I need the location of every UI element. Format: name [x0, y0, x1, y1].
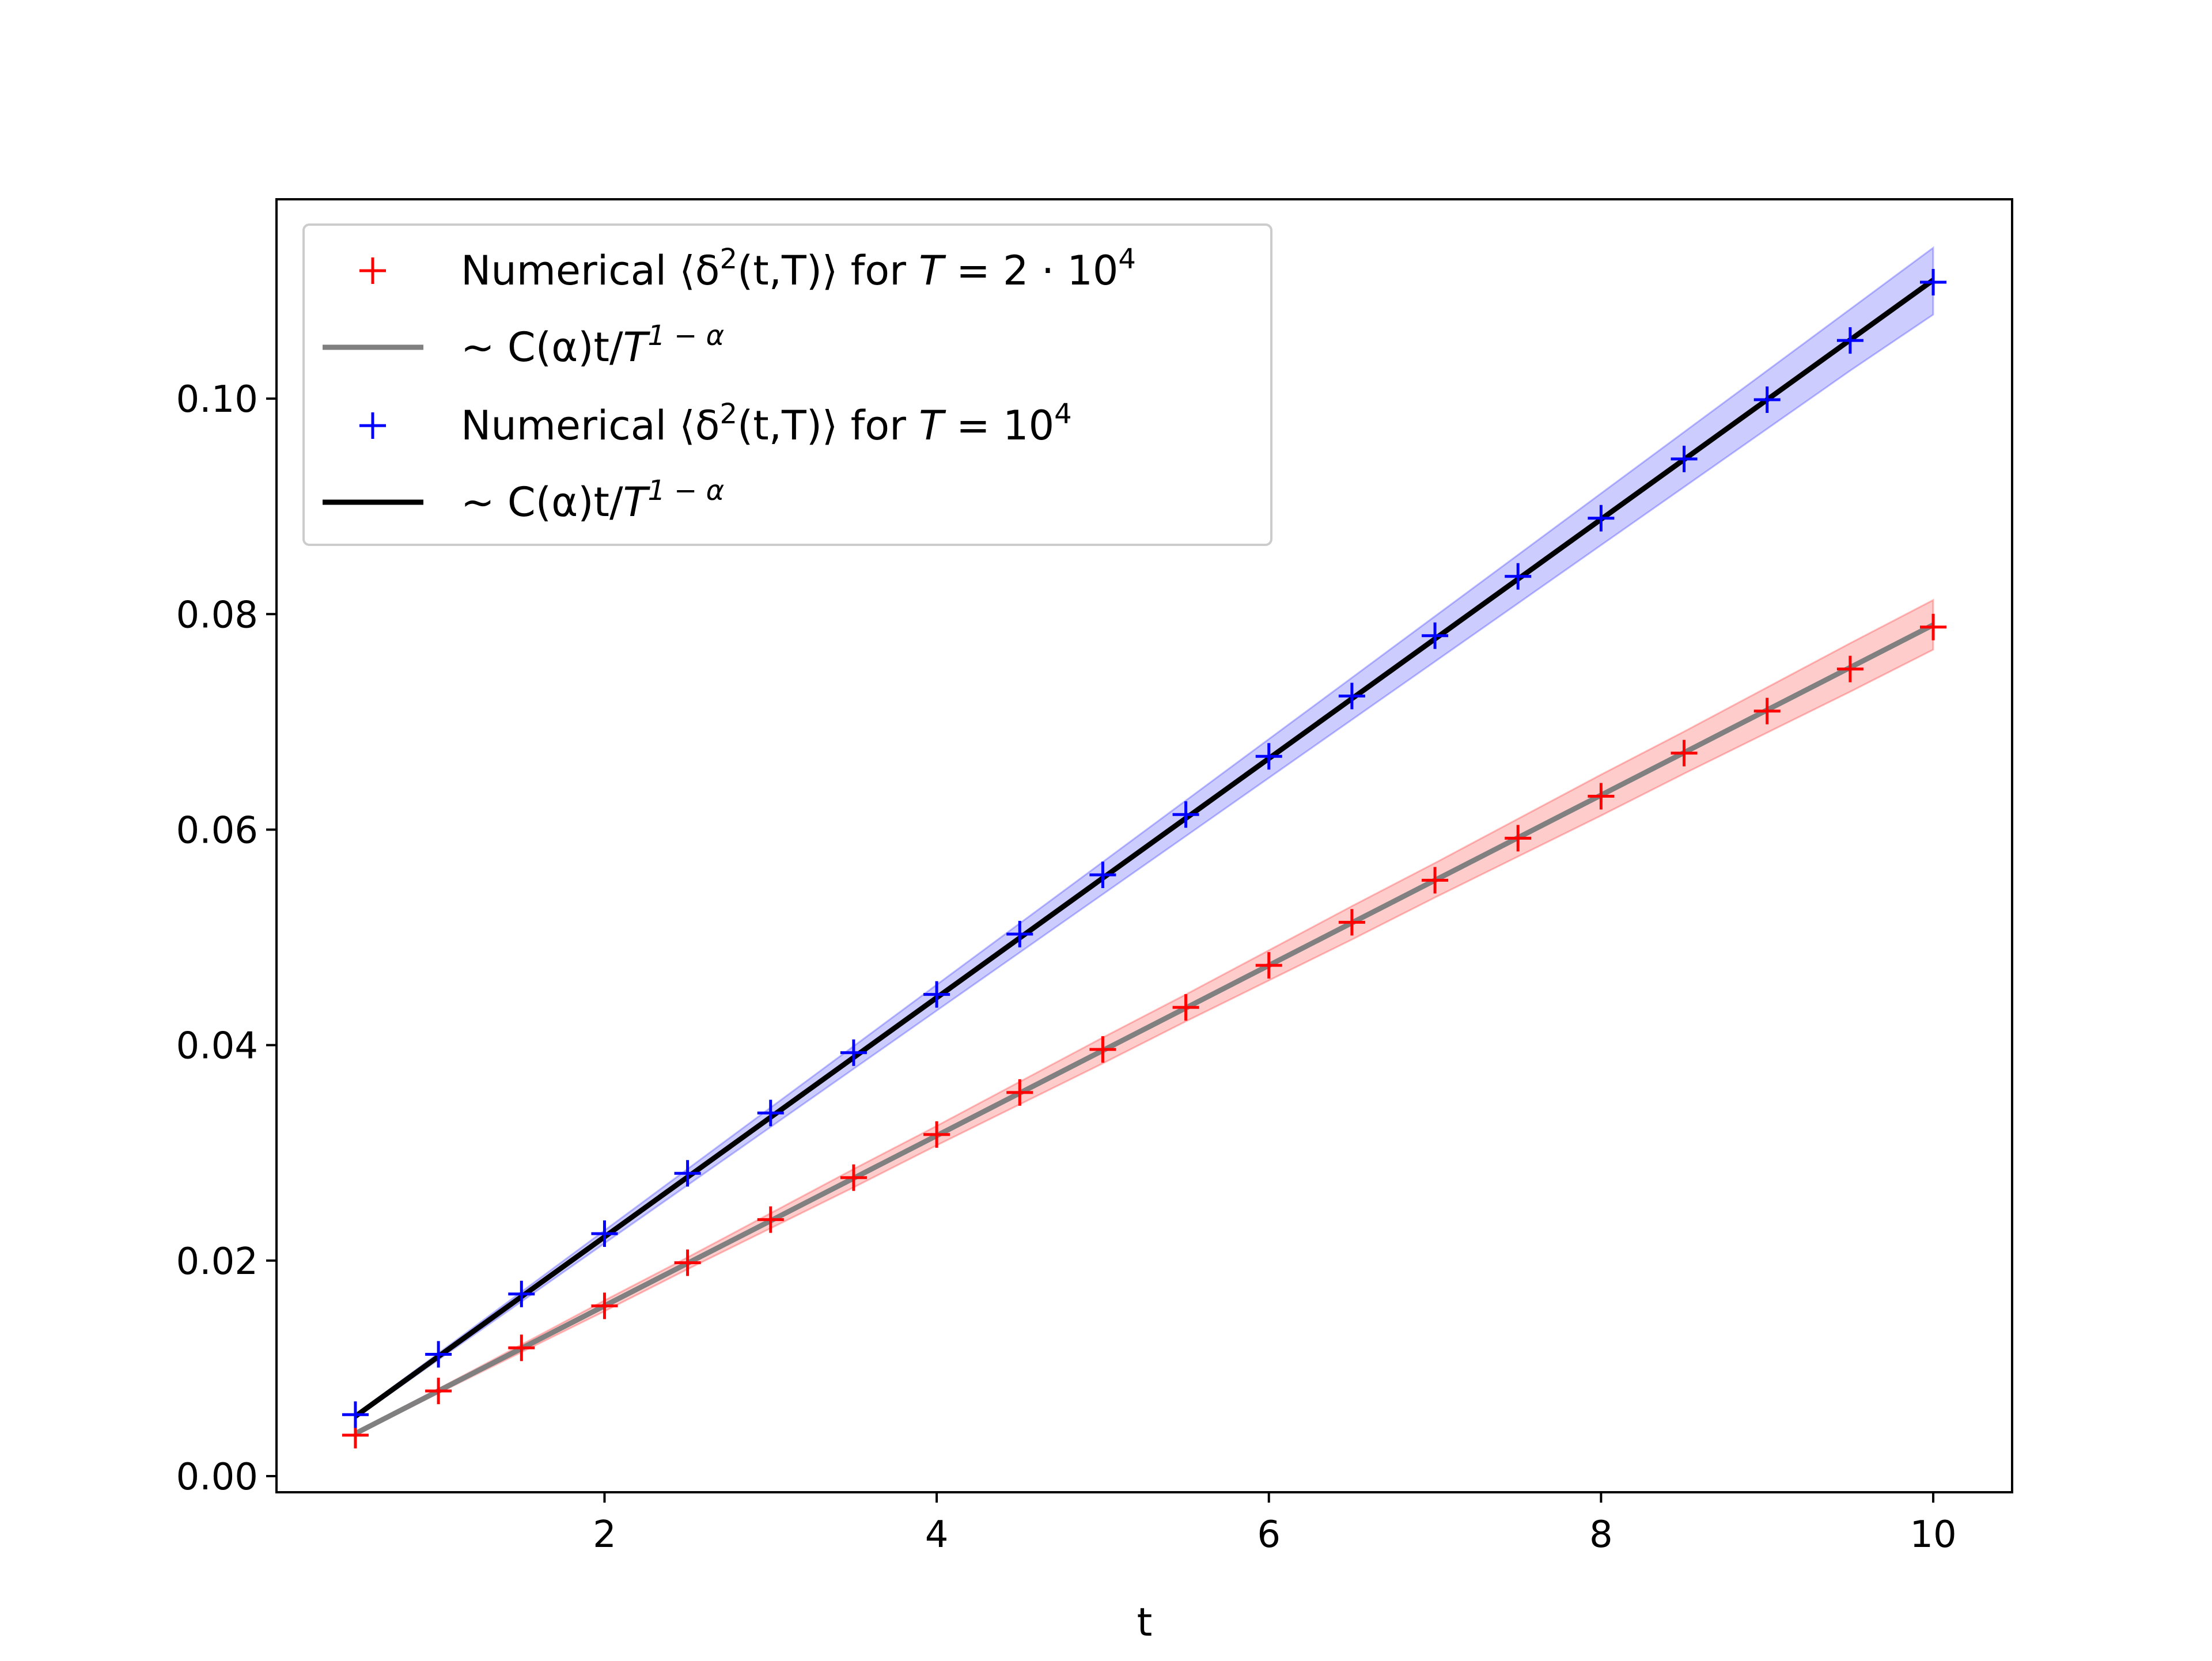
legend-entry-0: Numerical ⟨δ2(t,T)⟩ for T = 2 · 104 — [359, 243, 1136, 294]
fit-lines — [354, 278, 1935, 1436]
series-0-point — [591, 1292, 618, 1319]
series-0-point — [923, 1121, 950, 1148]
legend-label: Numerical ⟨δ2(t,T)⟩ for T = 2 · 104 — [461, 243, 1136, 294]
y-axis-ticks: 0.00 0.02 0.04 0.06 0.08 0.10 — [176, 378, 276, 1499]
series-0-point — [1671, 740, 1698, 767]
series-0-point — [1255, 952, 1282, 979]
y-tick-label: 0.04 — [176, 1025, 259, 1068]
legend-entry-2: Numerical ⟨δ2(t,T)⟩ for T = 104 — [359, 398, 1072, 449]
x-tick-label: 4 — [925, 1514, 949, 1556]
series-0-point — [508, 1334, 535, 1362]
series-0-point — [1422, 867, 1449, 894]
x-axis-ticks: 2 4 6 8 10 — [593, 1492, 1957, 1556]
series-2-point — [1753, 386, 1781, 413]
series-0-point — [674, 1249, 701, 1276]
x-tick-label: 10 — [1910, 1514, 1956, 1556]
legend-box — [302, 223, 1272, 546]
legend: Numerical ⟨δ2(t,T)⟩ for T = 2 · 104 ∼ C(α… — [302, 223, 1272, 546]
series-3-band — [354, 246, 1934, 1420]
legend-label: ∼ C(α)t/T1 − α — [461, 475, 724, 526]
series-2-point — [1588, 505, 1615, 532]
y-tick-label: 0.08 — [176, 594, 259, 636]
series-2-point — [425, 1341, 452, 1368]
legend-entry-1: ∼ C(α)t/T1 − α — [323, 320, 724, 371]
series-2-point — [1338, 682, 1365, 710]
y-tick-label: 0.02 — [176, 1241, 259, 1283]
series-2-point — [1255, 743, 1282, 770]
plot-frame — [275, 198, 2013, 1493]
x-tick-label: 2 — [593, 1514, 616, 1556]
series-2-point — [1505, 563, 1532, 590]
legend-label: Numerical ⟨δ2(t,T)⟩ for T = 104 — [461, 398, 1072, 449]
series-2-point — [1671, 445, 1698, 472]
legend-entry-3: ∼ C(α)t/T1 − α — [323, 475, 724, 526]
series-2-point — [840, 1039, 867, 1066]
series-0-point — [1172, 994, 1199, 1021]
series-0-point — [840, 1164, 867, 1191]
confidence-bands — [354, 246, 1934, 1437]
series-2-point — [342, 1401, 369, 1428]
x-axis-label: t — [1137, 1600, 1153, 1645]
y-tick-label: 0.00 — [176, 1456, 259, 1499]
x-tick-label: 8 — [1589, 1514, 1613, 1556]
series-2-point — [1422, 622, 1449, 649]
series-2-point — [508, 1280, 535, 1307]
data-markers — [342, 269, 1947, 1448]
y-tick-label: 0.10 — [176, 378, 259, 421]
series-0-point — [1588, 783, 1615, 810]
series-2-point — [674, 1160, 701, 1187]
series-2-point — [1172, 801, 1199, 828]
legend-label: ∼ C(α)t/T1 − α — [461, 320, 724, 371]
series-2-point — [1920, 269, 1947, 296]
series-0-point — [1836, 655, 1863, 682]
series-1-line — [354, 622, 1935, 1436]
series-2-point — [591, 1220, 618, 1247]
series-1-band — [354, 598, 1934, 1437]
series-0-point — [757, 1206, 784, 1233]
series-0-point — [425, 1378, 452, 1405]
series-2-point — [757, 1099, 784, 1127]
y-tick-label: 0.06 — [176, 809, 259, 852]
series-0-point — [1753, 697, 1781, 725]
series-2-point — [1006, 920, 1033, 947]
series-0-point — [1006, 1079, 1033, 1106]
series-2-point — [1089, 862, 1116, 889]
series-3-line — [354, 278, 1935, 1419]
series-2-point — [923, 981, 950, 1008]
series-0-point — [1089, 1036, 1116, 1063]
x-tick-label: 6 — [1257, 1514, 1281, 1556]
series-0-point — [1338, 909, 1365, 936]
series-0-point — [1505, 825, 1532, 852]
series-0-point — [1920, 613, 1947, 640]
series-2-point — [1836, 327, 1863, 354]
